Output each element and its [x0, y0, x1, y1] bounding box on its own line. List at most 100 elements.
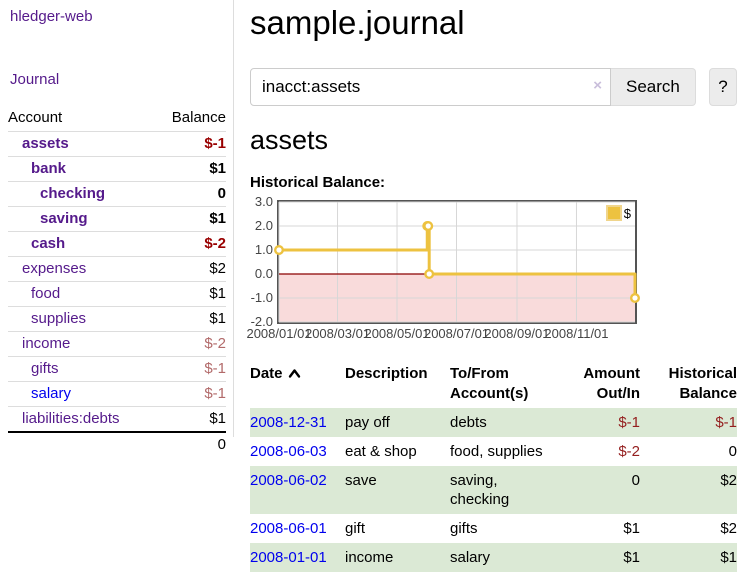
description-cell: gift — [345, 520, 366, 538]
account-balance: 0 — [217, 185, 226, 202]
x-axis-tick-label: 2008/07/01 — [423, 326, 490, 342]
account-balance: $-1 — [204, 135, 226, 152]
register-header-row: Date Description To/From Account(s) Amou… — [250, 360, 737, 408]
account-link[interactable]: income — [22, 335, 71, 352]
account-row: liabilities:debts $1 — [8, 406, 226, 431]
accounts-cell: food, supplies — [450, 443, 543, 461]
amount-cell: $-2 — [618, 443, 640, 461]
account-link[interactable]: cash — [31, 235, 66, 252]
account-link[interactable]: expenses — [22, 260, 87, 277]
register-table: Date Description To/From Account(s) Amou… — [250, 360, 737, 573]
account-balance: $2 — [209, 260, 226, 277]
account-balance-table: Account Balance assets $-1 bank $1 checking 0… — [8, 106, 226, 457]
account-row: gifts $-1 — [8, 356, 226, 381]
accounts-cell: debts — [450, 408, 560, 438]
account-link[interactable]: assets — [22, 135, 69, 152]
accounts-cell: salary — [450, 543, 560, 573]
account-row: checking 0 — [8, 181, 226, 206]
y-axis-tick-label: 1.0 — [254, 242, 273, 258]
amount-cell: 0 — [560, 466, 640, 515]
date-link[interactable]: 2008-06-01 — [250, 520, 327, 538]
amount-cell: $1 — [623, 520, 640, 538]
account-link[interactable]: salary — [31, 385, 72, 402]
account-row: bank $1 — [8, 156, 226, 181]
accounts-cell: gifts — [450, 520, 478, 538]
y-axis-tick-label: -2.0 — [250, 314, 273, 330]
x-axis-tick-label: 2008/05/01 — [364, 326, 430, 342]
sidebar: hledger-web Journal Account Balance asse… — [0, 0, 234, 453]
account-balance: $-2 — [204, 235, 226, 252]
clear-search-icon[interactable]: × — [593, 76, 602, 94]
search-input[interactable] — [250, 67, 611, 106]
account-row: supplies $1 — [8, 306, 226, 331]
account-row: income $-2 — [8, 331, 226, 356]
date-link[interactable]: 2008-01-01 — [250, 549, 327, 567]
account-link[interactable]: food — [31, 285, 61, 302]
account-link[interactable]: supplies — [31, 310, 87, 327]
header-description: Description — [345, 365, 428, 383]
y-axis-tick-label: 0.0 — [254, 266, 273, 282]
account-balance: $-1 — [204, 360, 226, 377]
sidebar-item-journal[interactable]: Journal — [10, 71, 60, 88]
table-row: 2008-06-03 eat & shop food, supplies $-2 0 — [250, 437, 737, 466]
header-date[interactable]: Date — [250, 360, 345, 408]
description-cell: save — [345, 466, 450, 515]
amount-cell: $-1 — [560, 408, 640, 438]
account-balance: $1 — [209, 210, 226, 227]
account-row: saving $1 — [8, 206, 226, 231]
y-axis-tick-label: 2.0 — [254, 218, 273, 234]
account-balance: $-1 — [204, 385, 226, 402]
chart-legend: $ — [604, 205, 632, 222]
search-button[interactable]: Search — [611, 67, 696, 106]
account-row: expenses $2 — [8, 256, 226, 281]
account-row: food $1 — [8, 281, 226, 306]
account-link[interactable]: gifts — [31, 360, 59, 377]
chart-canvas — [274, 201, 641, 323]
x-axis-tick-label: 2008/09/01 — [484, 326, 550, 342]
sort-asc-icon — [288, 369, 300, 379]
sidebar-total-row: 0 — [8, 431, 226, 457]
account-link[interactable]: checking — [40, 185, 106, 202]
date-link[interactable]: 2008-06-02 — [250, 472, 327, 490]
page-title: sample.journal — [250, 4, 465, 41]
app-title-link[interactable]: hledger-web — [10, 8, 93, 25]
balance-cell: $2 — [720, 520, 737, 538]
table-row: 2008-06-01 gift gifts $1 $2 — [250, 514, 737, 543]
description-cell: pay off — [345, 408, 450, 438]
accounts-cell: saving, checking — [450, 466, 560, 515]
balance-column-header: Balance — [171, 109, 226, 126]
historical-balance-chart: $ 3.0 2.0 1.0 0.0 -1.0 -2.0 2008/01/01 2008/03/… — [246, 195, 737, 342]
balance-cell: $1 — [640, 543, 737, 573]
account-heading: assets — [250, 124, 329, 155]
account-row: cash $-2 — [8, 231, 226, 256]
account-link[interactable]: bank — [31, 160, 67, 177]
description-cell: income — [345, 543, 450, 573]
table-row: 2008-12-31 pay off debts $-1 $-1 — [250, 408, 737, 438]
chart-title: Historical Balance: — [250, 174, 386, 192]
x-axis-tick-label: 2008/11/01 — [544, 326, 609, 342]
account-balance: $1 — [209, 285, 226, 302]
balance-cell: $-1 — [640, 408, 737, 438]
date-link[interactable]: 2008-12-31 — [250, 414, 327, 432]
account-link[interactable]: saving — [40, 210, 88, 227]
x-axis-tick-label: 2008/01/01 — [246, 326, 312, 342]
table-row: 2008-01-01 income salary $1 $1 — [250, 543, 737, 573]
account-row: salary $-1 — [8, 381, 226, 406]
header-amount: Amount Out/In — [583, 365, 640, 403]
total-balance: 0 — [217, 436, 226, 453]
main-panel: sample.journal × Search ? assets Histori… — [246, 0, 737, 573]
account-table-header: Account Balance — [8, 106, 226, 131]
account-link[interactable]: liabilities:debts — [22, 410, 120, 427]
date-link[interactable]: 2008-06-03 — [250, 443, 327, 461]
header-balance: Historical Balance — [668, 365, 737, 403]
table-row: 2008-06-02 save saving, checking 0 $2 — [250, 466, 737, 515]
balance-cell: 0 — [728, 443, 737, 461]
y-axis-tick-label: 3.0 — [254, 194, 273, 210]
balance-cell: $2 — [640, 466, 737, 515]
account-column-header: Account — [8, 109, 63, 126]
x-axis-tick-label: 2008/03/01 — [304, 326, 371, 342]
help-button[interactable]: ? — [708, 67, 737, 106]
y-axis-tick-label: -1.0 — [250, 290, 273, 306]
account-balance: $1 — [209, 410, 226, 427]
account-balance: $1 — [209, 310, 226, 327]
